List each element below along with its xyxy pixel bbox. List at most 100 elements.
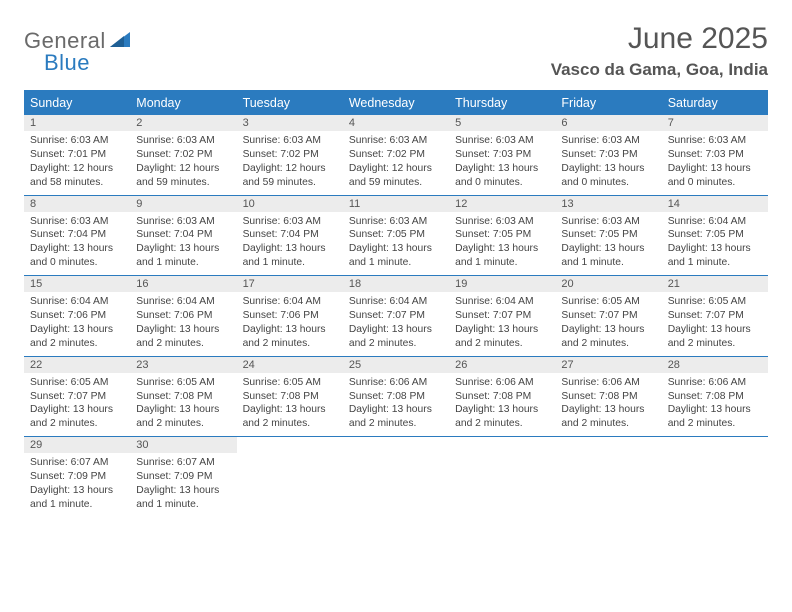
day-content-cell [662,453,768,517]
daylight-text: Daylight: 13 hours [349,403,443,417]
day-content-cell: Sunrise: 6:04 AMSunset: 7:07 PMDaylight:… [449,292,555,356]
daylight-text: Daylight: 13 hours [455,403,549,417]
sunset-text: Sunset: 7:04 PM [30,228,124,242]
day-number-cell [662,437,768,454]
day-content-cell: Sunrise: 6:04 AMSunset: 7:07 PMDaylight:… [343,292,449,356]
daynum-row: 891011121314 [24,195,768,212]
sunset-text: Sunset: 7:04 PM [243,228,337,242]
sunrise-text: Sunrise: 6:07 AM [136,456,230,470]
sunset-text: Sunset: 7:06 PM [243,309,337,323]
day-content-cell: Sunrise: 6:04 AMSunset: 7:06 PMDaylight:… [237,292,343,356]
day-content-cell: Sunrise: 6:03 AMSunset: 7:02 PMDaylight:… [130,131,236,195]
sunrise-text: Sunrise: 6:03 AM [30,215,124,229]
day-number-cell: 23 [130,356,236,373]
sunrise-text: Sunrise: 6:06 AM [668,376,762,390]
day-number-cell: 17 [237,276,343,293]
sunrise-text: Sunrise: 6:03 AM [349,134,443,148]
day-content-cell: Sunrise: 6:05 AMSunset: 7:07 PMDaylight:… [662,292,768,356]
day-content-cell: Sunrise: 6:03 AMSunset: 7:02 PMDaylight:… [237,131,343,195]
daylight-text: and 58 minutes. [30,176,124,190]
daylight-text: and 2 minutes. [243,337,337,351]
day-content-cell: Sunrise: 6:03 AMSunset: 7:05 PMDaylight:… [555,212,661,276]
day-content-cell: Sunrise: 6:03 AMSunset: 7:01 PMDaylight:… [24,131,130,195]
sunrise-text: Sunrise: 6:03 AM [561,134,655,148]
sunrise-text: Sunrise: 6:05 AM [561,295,655,309]
sunrise-text: Sunrise: 6:04 AM [455,295,549,309]
sunrise-text: Sunrise: 6:03 AM [136,134,230,148]
day-number-cell: 24 [237,356,343,373]
sunset-text: Sunset: 7:08 PM [455,390,549,404]
daylight-text: Daylight: 13 hours [668,403,762,417]
day-content-cell: Sunrise: 6:06 AMSunset: 7:08 PMDaylight:… [555,373,661,437]
day-content-cell [237,453,343,517]
sunset-text: Sunset: 7:07 PM [349,309,443,323]
sunset-text: Sunset: 7:02 PM [136,148,230,162]
day-content-cell: Sunrise: 6:07 AMSunset: 7:09 PMDaylight:… [130,453,236,517]
daylight-text: Daylight: 13 hours [561,403,655,417]
daynum-row: 2930 [24,437,768,454]
daylight-text: Daylight: 13 hours [349,323,443,337]
daylight-text: Daylight: 13 hours [349,242,443,256]
daylight-text: and 1 minute. [136,256,230,270]
day-content-cell: Sunrise: 6:03 AMSunset: 7:03 PMDaylight:… [449,131,555,195]
day-content-cell: Sunrise: 6:06 AMSunset: 7:08 PMDaylight:… [449,373,555,437]
daylight-text: and 0 minutes. [668,176,762,190]
day-number-cell: 29 [24,437,130,454]
day-number-cell: 16 [130,276,236,293]
daylight-text: and 1 minute. [30,498,124,512]
day-number-cell: 28 [662,356,768,373]
month-title: June 2025 [551,22,768,56]
daylight-text: Daylight: 13 hours [561,162,655,176]
title-block: June 2025 Vasco da Gama, Goa, India [551,22,768,80]
sunrise-text: Sunrise: 6:06 AM [455,376,549,390]
day-number-cell [343,437,449,454]
daylight-text: and 2 minutes. [455,417,549,431]
weekday-header: Monday [130,91,236,115]
day-content-cell: Sunrise: 6:03 AMSunset: 7:04 PMDaylight:… [130,212,236,276]
day-number-cell [237,437,343,454]
sunrise-text: Sunrise: 6:05 AM [30,376,124,390]
day-content-cell: Sunrise: 6:05 AMSunset: 7:07 PMDaylight:… [555,292,661,356]
day-content-cell: Sunrise: 6:03 AMSunset: 7:03 PMDaylight:… [662,131,768,195]
sunrise-text: Sunrise: 6:03 AM [243,215,337,229]
day-content-cell: Sunrise: 6:03 AMSunset: 7:03 PMDaylight:… [555,131,661,195]
weekday-header-row: Sunday Monday Tuesday Wednesday Thursday… [24,91,768,115]
brand-text-2-wrap: Blue [34,50,90,76]
location-label: Vasco da Gama, Goa, India [551,60,768,80]
daylight-text: and 59 minutes. [243,176,337,190]
day-number-cell: 22 [24,356,130,373]
daylight-text: Daylight: 13 hours [243,242,337,256]
sunrise-text: Sunrise: 6:03 AM [30,134,124,148]
day-number-cell: 18 [343,276,449,293]
sunset-text: Sunset: 7:05 PM [349,228,443,242]
day-number-cell: 25 [343,356,449,373]
day-content-cell: Sunrise: 6:07 AMSunset: 7:09 PMDaylight:… [24,453,130,517]
daylight-text: and 59 minutes. [349,176,443,190]
daylight-text: and 1 minute. [561,256,655,270]
daylight-text: Daylight: 13 hours [561,242,655,256]
day-content-cell: Sunrise: 6:06 AMSunset: 7:08 PMDaylight:… [343,373,449,437]
day-content-cell [555,453,661,517]
day-number-cell: 9 [130,195,236,212]
daylight-text: Daylight: 13 hours [668,323,762,337]
sunset-text: Sunset: 7:08 PM [243,390,337,404]
day-content-cell: Sunrise: 6:03 AMSunset: 7:05 PMDaylight:… [449,212,555,276]
daylight-text: and 2 minutes. [30,337,124,351]
day-number-cell: 13 [555,195,661,212]
daylight-text: and 2 minutes. [561,337,655,351]
content-row: Sunrise: 6:03 AMSunset: 7:01 PMDaylight:… [24,131,768,195]
sunset-text: Sunset: 7:03 PM [561,148,655,162]
content-row: Sunrise: 6:07 AMSunset: 7:09 PMDaylight:… [24,453,768,517]
daylight-text: and 1 minute. [136,498,230,512]
sunrise-text: Sunrise: 6:04 AM [349,295,443,309]
sunset-text: Sunset: 7:08 PM [349,390,443,404]
sunset-text: Sunset: 7:04 PM [136,228,230,242]
sunset-text: Sunset: 7:07 PM [30,390,124,404]
daylight-text: and 2 minutes. [30,417,124,431]
daylight-text: Daylight: 13 hours [136,323,230,337]
sunrise-text: Sunrise: 6:05 AM [668,295,762,309]
sunrise-text: Sunrise: 6:03 AM [455,215,549,229]
sunrise-text: Sunrise: 6:07 AM [30,456,124,470]
daylight-text: Daylight: 13 hours [136,484,230,498]
day-number-cell: 2 [130,115,236,132]
